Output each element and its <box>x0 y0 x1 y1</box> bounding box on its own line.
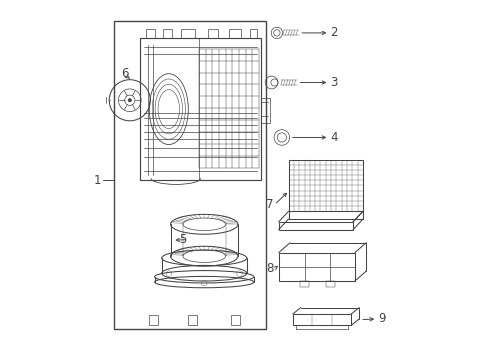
Bar <box>149 315 158 325</box>
Bar <box>141 38 261 180</box>
Bar <box>279 253 355 281</box>
Bar <box>293 314 351 325</box>
Text: 6: 6 <box>122 67 129 80</box>
Text: 4: 4 <box>330 131 338 144</box>
Bar <box>261 99 270 123</box>
Text: 1: 1 <box>94 174 101 186</box>
Bar <box>279 222 353 230</box>
Bar <box>231 315 240 325</box>
Text: 3: 3 <box>330 76 338 89</box>
Bar <box>208 30 219 38</box>
Bar <box>300 281 309 287</box>
Bar <box>289 160 363 211</box>
Bar <box>181 30 196 38</box>
Bar <box>164 30 172 38</box>
Bar <box>188 315 197 325</box>
Text: 7: 7 <box>266 198 273 211</box>
Bar <box>114 21 266 329</box>
Circle shape <box>128 99 131 102</box>
Bar <box>146 30 155 38</box>
Text: 9: 9 <box>378 312 386 325</box>
Bar <box>250 30 257 38</box>
Text: 2: 2 <box>330 26 338 39</box>
Text: 5: 5 <box>179 233 187 246</box>
Bar <box>229 30 242 38</box>
Bar <box>326 281 335 287</box>
Text: 8: 8 <box>266 262 273 275</box>
